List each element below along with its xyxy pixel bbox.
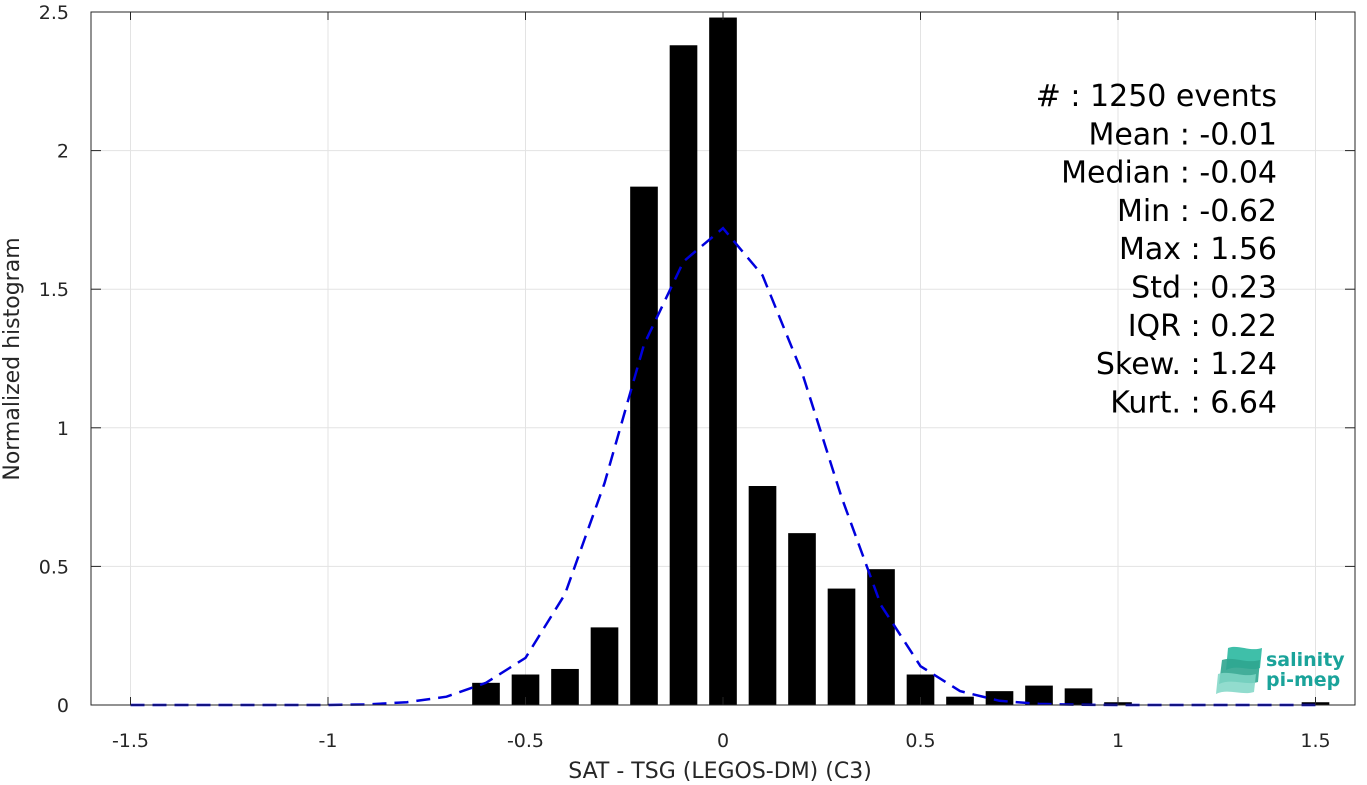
salinity-pi-mep-logo: salinity pi-mep <box>1216 646 1345 694</box>
x-tick-label: -1.5 <box>112 730 149 752</box>
histogram-bar <box>985 691 1014 705</box>
histogram-bar <box>709 17 737 705</box>
histogram-bar <box>1025 685 1053 705</box>
x-tick-label: -0.5 <box>507 730 544 752</box>
stats-line: Kurt. : 6.64 <box>1110 385 1277 420</box>
stats-line: # : 1250 events <box>1036 79 1277 114</box>
histogram-bars <box>472 17 1330 706</box>
histogram-bar <box>630 186 658 706</box>
x-tick-label: 0 <box>717 730 729 752</box>
histogram-bar <box>551 668 579 705</box>
stats-line: Skew. : 1.24 <box>1096 347 1277 382</box>
x-tick-label: -1 <box>319 730 338 752</box>
y-tick-label: 0 <box>57 695 69 717</box>
histogram-bar <box>669 45 698 706</box>
stats-line: Median : -0.04 <box>1061 156 1277 191</box>
histogram-bar <box>1064 688 1093 705</box>
y-axis-title: Normalized histogram <box>0 237 25 480</box>
logo-line-1: salinity <box>1266 649 1345 671</box>
histogram-bar <box>472 682 500 705</box>
stats-line: Min : -0.62 <box>1117 194 1277 229</box>
y-tick-label: 2.5 <box>39 2 69 24</box>
y-tick-labels: 0 0.5 1 1.5 2 2.5 <box>39 2 69 717</box>
x-tick-labels: -1.5 -1 -0.5 0 0.5 1 1.5 <box>112 730 1331 752</box>
stats-line: Std : 0.23 <box>1131 271 1277 306</box>
stats-line: Mean : -0.01 <box>1088 117 1277 152</box>
axis-ticks <box>91 11 1355 706</box>
logo-line-2: pi-mep <box>1266 669 1340 691</box>
x-tick-label: 0.5 <box>905 730 935 752</box>
y-tick-label: 1.5 <box>39 279 69 301</box>
histogram-bar <box>827 588 856 705</box>
histogram-bar <box>867 569 895 705</box>
x-tick-label: 1.5 <box>1300 730 1330 752</box>
histogram-bar <box>788 533 816 705</box>
y-tick-label: 0.5 <box>39 556 69 578</box>
normal-fit-curve <box>130 226 1316 707</box>
histogram-bar <box>946 696 974 705</box>
histogram-bar <box>590 627 619 705</box>
y-tick-label: 2 <box>57 141 69 163</box>
stats-line: Max : 1.56 <box>1119 232 1277 267</box>
x-axis-title: SAT - TSG (LEGOS-DM) (C3) <box>568 759 872 784</box>
stats-line: IQR : 0.22 <box>1128 309 1277 344</box>
y-tick-label: 1 <box>57 418 69 440</box>
histogram-bar <box>748 486 777 705</box>
x-tick-label: 1 <box>1112 730 1124 752</box>
